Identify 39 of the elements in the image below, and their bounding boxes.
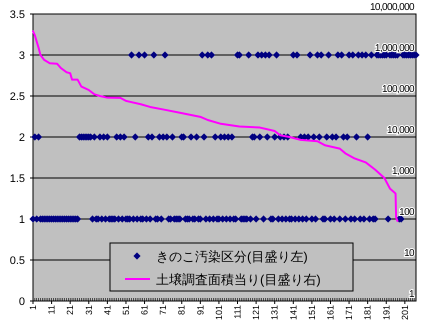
y-tick-label: 2.5	[10, 91, 25, 103]
x-tick-label: 141	[288, 305, 298, 320]
y2-tick-label: 100,000	[382, 84, 416, 95]
x-tick-label: 181	[362, 305, 373, 320]
x-tick-label: 21	[65, 305, 76, 316]
x-tick-label: 101	[214, 305, 224, 320]
y2-tick-label: 10,000	[387, 125, 416, 136]
x-tick-label: 151	[306, 305, 317, 320]
y-tick-label: 3	[18, 50, 25, 62]
x-tick-label: 81	[176, 305, 187, 316]
y2-tick-label: 1,000,000	[374, 43, 416, 54]
y-tick-label: 1.5	[10, 173, 25, 185]
y2-tick-label: 10	[404, 248, 416, 259]
y-tick-label: 1	[18, 214, 25, 226]
x-tick-label: 41	[102, 305, 112, 316]
y-tick-label: 3.5	[10, 9, 25, 21]
x-tick-label: 11	[46, 305, 57, 314]
y-tick-label: 0	[18, 296, 25, 308]
x-tick-label: 191	[381, 305, 392, 320]
legend-label: きのこ汚染区分(目盛り左)	[156, 249, 308, 264]
y-tick-label: 2	[18, 132, 25, 144]
x-tick-label: 201	[400, 305, 410, 320]
x-tick-label: 51	[120, 305, 131, 316]
y-tick-label: 0.5	[10, 255, 25, 267]
y2-tick-label: 10,000,000	[370, 2, 416, 13]
x-tick-label: 111	[232, 305, 243, 319]
x-tick-label: 161	[325, 305, 336, 320]
x-tick-label: 131	[270, 305, 280, 320]
x-tick-label: 171	[344, 305, 354, 320]
x-tick-label: 1	[28, 305, 38, 310]
x-tick-label: 31	[84, 305, 94, 316]
y2-tick-label: 100	[399, 207, 416, 218]
x-tick-label: 71	[158, 305, 168, 316]
y2-tick-label: 1	[409, 289, 416, 300]
legend-label: 土壌調査面積当り(目盛り右)	[156, 272, 321, 287]
x-tick-label: 121	[251, 305, 262, 320]
x-tick-label: 61	[140, 305, 150, 316]
x-tick-label: 91	[195, 305, 206, 316]
y2-tick-label: 1,000	[392, 166, 416, 177]
